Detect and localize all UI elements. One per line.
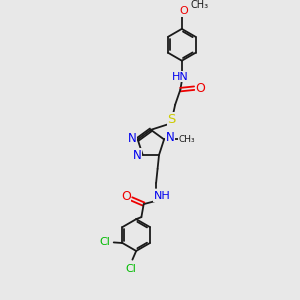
Text: O: O bbox=[196, 82, 206, 95]
Text: S: S bbox=[167, 112, 176, 126]
Text: CH₃: CH₃ bbox=[178, 135, 195, 144]
Text: N: N bbox=[128, 132, 136, 145]
Text: CH₃: CH₃ bbox=[191, 0, 209, 10]
Text: Cl: Cl bbox=[100, 237, 110, 248]
Text: O: O bbox=[121, 190, 131, 202]
Text: O: O bbox=[179, 6, 188, 16]
Text: N: N bbox=[133, 149, 141, 162]
Text: N: N bbox=[166, 131, 175, 145]
Text: Cl: Cl bbox=[125, 264, 136, 274]
Text: NH: NH bbox=[154, 191, 170, 201]
Text: HN: HN bbox=[172, 72, 189, 82]
